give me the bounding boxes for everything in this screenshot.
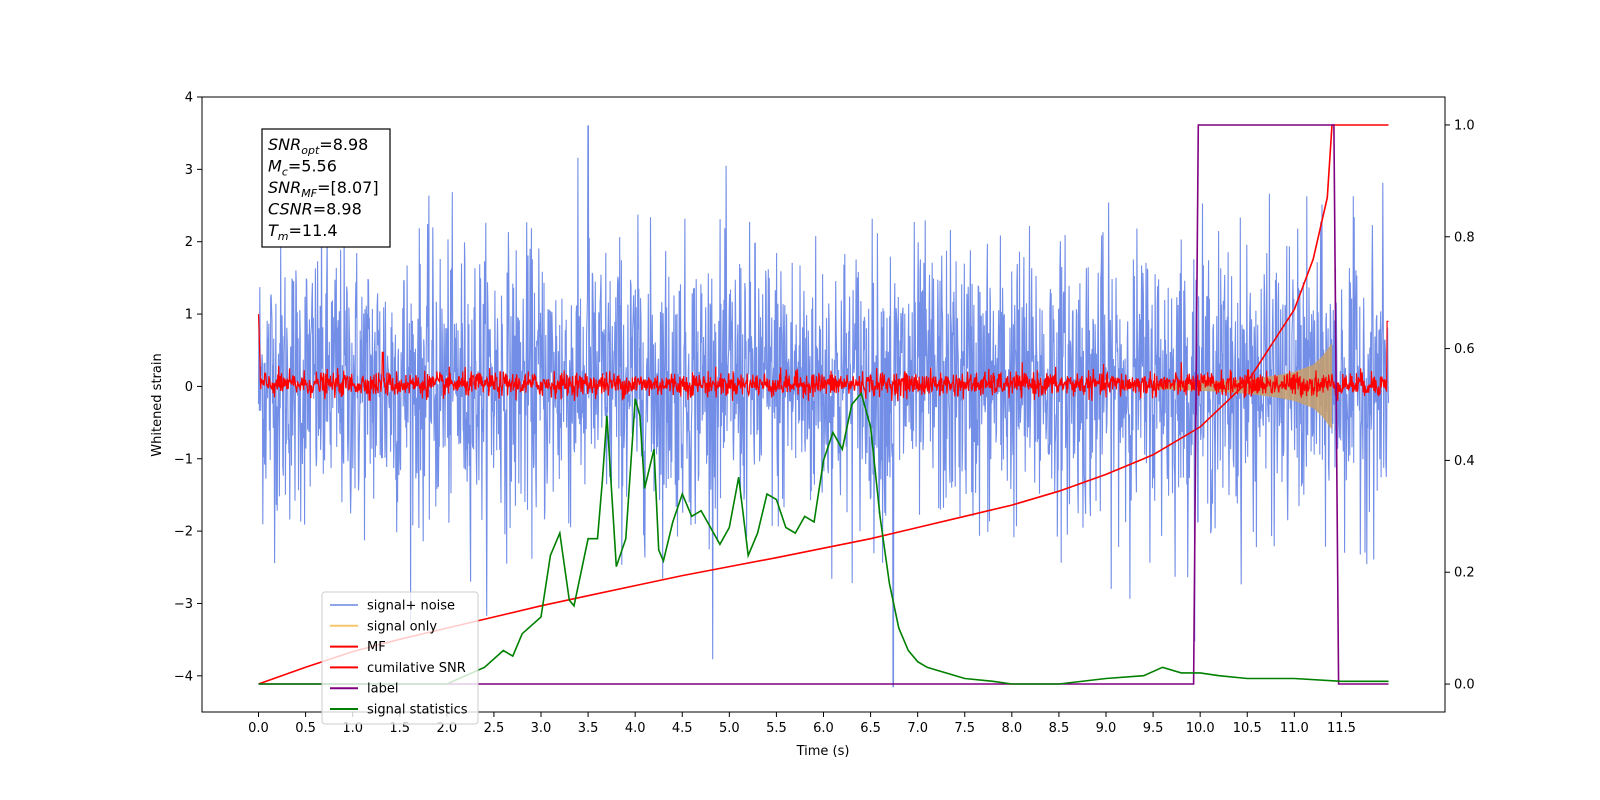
legend-label: signal statistics [367,703,468,718]
annotation-subscript: opt [301,144,320,157]
legend-frame [321,591,479,725]
annotation-line: Tm=11.4 [268,221,338,243]
y-tick-label: −3 [174,597,193,612]
y-tick-label: −1 [174,452,193,467]
annotation-frame [261,128,391,248]
annotation-subscript: c [282,166,288,179]
legend-label: label [367,682,398,697]
x-tick-label: 6.0 [813,721,834,736]
legend-label: signal+ noise [367,599,455,614]
x-tick-label: 4.5 [672,721,693,736]
y2-tick-label: 0.6 [1454,342,1475,357]
annotation-value: =8.98 [319,135,368,154]
annotation-value: =[8.07] [317,178,379,197]
y-ticks: 4 3 2 1 0 −1 −2 −3 −4 [174,91,202,684]
x-tick-label: 10.0 [1186,721,1215,736]
series-signal-noise [257,125,1390,688]
annotation-subscript: MF [301,187,317,200]
x-tick-label: 2.5 [484,721,505,736]
x-tick-label: 1.5 [389,721,410,736]
annotation-subscript: m [278,230,289,243]
annotation-symbol: SNR [268,135,301,154]
x-tick-label: 2.0 [436,721,457,736]
y2-tick-label: 0.8 [1454,230,1475,245]
series-signal-statistics [258,391,1389,685]
x-axis-label: Time (s) [796,744,850,759]
y-tick-label: 0 [185,380,193,395]
legend-label: MF [367,640,386,655]
y2-ticks: 1.0 0.8 0.6 0.4 0.2 0.0 [1445,118,1475,693]
x-tick-label: 11.5 [1327,721,1356,736]
x-tick-label: 0.0 [248,721,269,736]
legend-label: cumilative SNR [367,661,466,676]
x-tick-label: 8.5 [1049,721,1070,736]
legend: signal+ noise signal only MF cumilative SNR… [321,591,479,725]
x-tick-label: 9.5 [1143,721,1164,736]
y-axis-label: Whitened strain [150,353,165,456]
annotation-line: SNRMF=[8.07] [268,178,379,200]
annotation-symbol: CSNR [268,200,313,219]
y-tick-label: 4 [185,91,193,106]
x-tick-label: 8.0 [1001,721,1022,736]
x-tick-label: 3.0 [531,721,552,736]
y2-tick-label: 0.2 [1454,566,1475,581]
x-tick-label: 7.5 [954,721,975,736]
x-tick-label: 0.5 [295,721,316,736]
x-tick-label: 7.0 [907,721,928,736]
x-tick-label: 6.5 [860,721,881,736]
series-mf [257,314,1389,401]
x-ticks: 0.0 0.5 1.0 1.5 2.0 2.5 3.0 3.5 4.0 4.5 5.0 5.5 6.0 6… [248,712,1356,736]
y-tick-label: 3 [185,163,193,178]
annotation-line: Mc=5.56 [268,157,337,179]
annotation-symbol: SNR [268,178,301,197]
y-tick-label: 2 [185,235,193,250]
annotation-line: SNRopt=8.98 [268,135,368,157]
y-tick-label: 1 [185,308,193,323]
legend-label: signal only [367,619,437,634]
annotation-symbol: M [268,157,282,176]
y-tick-label: −4 [174,669,193,684]
x-tick-label: 10.5 [1233,721,1262,736]
x-tick-label: 1.0 [342,721,363,736]
annotation-value: =11.4 [289,221,338,240]
x-tick-label: 9.0 [1096,721,1117,736]
y-tick-label: −2 [174,525,193,540]
y2-tick-label: 0.0 [1454,678,1475,693]
x-tick-label: 4.0 [625,721,646,736]
annotation-symbol: T [268,221,279,240]
x-tick-label: 3.5 [578,721,599,736]
stats-annotation-box: SNRopt=8.98Mc=5.56SNRMF=[8.07]CSNR=8.98T… [261,128,391,248]
x-tick-label: 11.0 [1280,721,1309,736]
y2-tick-label: 1.0 [1454,118,1475,133]
x-tick-label: 5.5 [766,721,787,736]
annotation-line: CSNR=8.98 [268,200,362,219]
y2-tick-label: 0.4 [1454,454,1475,469]
annotation-value: =8.98 [313,200,362,219]
x-tick-label: 5.0 [719,721,740,736]
annotation-value: =5.56 [288,157,337,176]
